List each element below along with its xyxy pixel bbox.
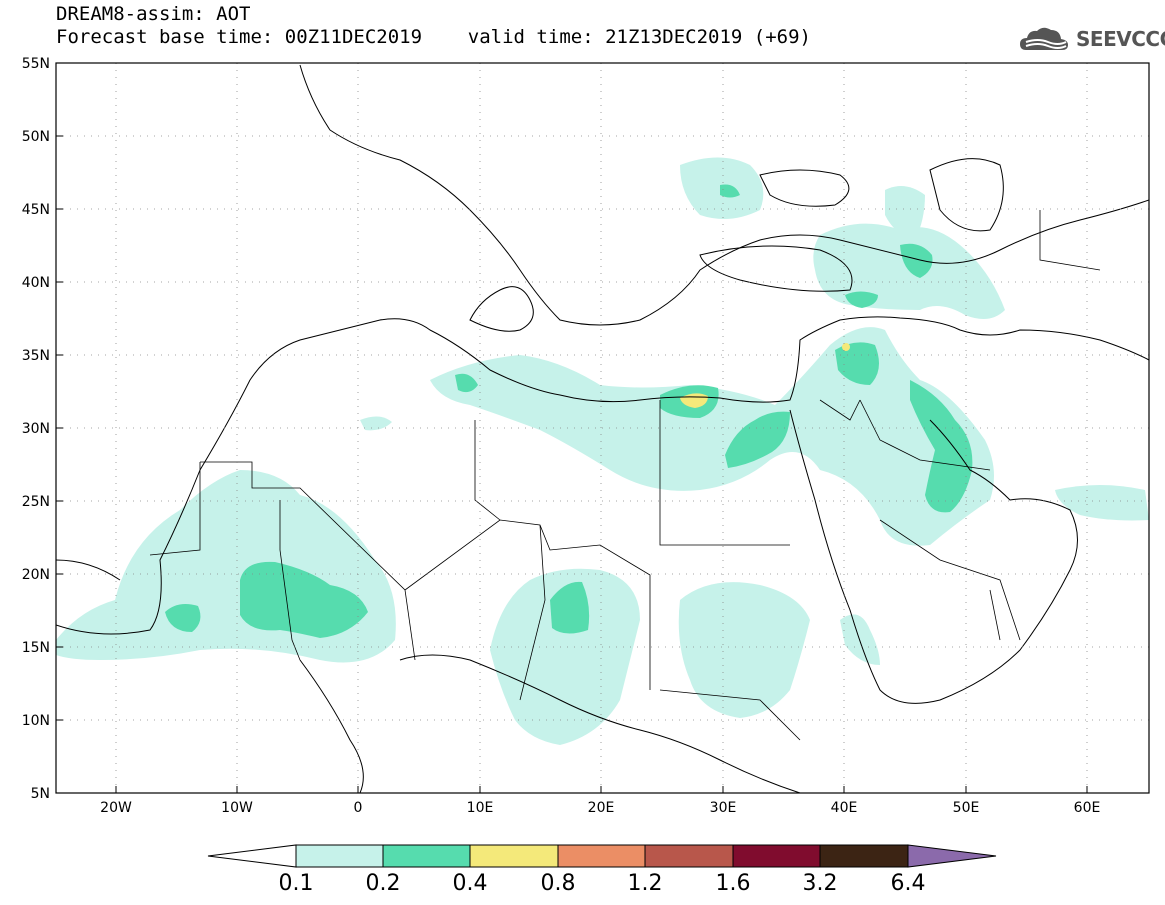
x-tick-label: 40E [831,800,858,816]
legend-swatch [557,844,646,868]
y-tick-label: 10N [22,713,50,729]
y-tick-label: 25N [22,494,50,510]
legend-label: 3.2 [802,871,838,896]
cloud-logo-icon [1020,27,1068,50]
legend-swatch [732,844,821,868]
aot-level-0-2 [165,184,973,638]
legend-label: 6.4 [890,871,926,896]
map-grid [56,63,1149,793]
aot-level-0-1 [56,157,1149,745]
legend-swatch [469,844,559,868]
x-tick-label: 30E [710,800,737,816]
y-tick-label: 45N [22,202,50,218]
y-tick-label: 20N [22,567,50,583]
x-tick-label: 0 [354,800,363,816]
map-subtitle: Forecast base time: 00Z11DEC2019 valid t… [56,26,811,48]
x-tick-label: 20E [588,800,615,816]
y-tick-label: 30N [22,421,50,437]
legend-swatch [819,844,909,868]
x-tick-label: 10W [221,800,253,816]
y-tick-label: 40N [22,275,50,291]
legend-swatch [382,844,471,868]
color-legend [207,844,997,868]
x-tick-label: 10E [467,800,494,816]
legend-label: 0.1 [278,871,314,896]
y-tick-label: 5N [31,786,50,802]
x-tick-label: 20W [100,800,132,816]
logo-text: SEEVCCC [1076,27,1165,51]
legend-label: 0.2 [365,871,401,896]
legend-high-arrow [907,844,997,868]
y-tick-label: 15N [22,640,50,656]
map-title: DREAM8-assim: AOT [56,3,251,25]
x-tick-label: 50E [953,800,980,816]
x-tick-label: 60E [1074,800,1101,816]
legend-label: 1.6 [715,871,751,896]
country-borders [149,210,1101,741]
legend-swatch [644,844,734,868]
legend-label: 1.2 [627,871,663,896]
y-tick-label: 55N [22,56,50,72]
legend-swatch [295,844,384,868]
y-tick-label: 35N [22,348,50,364]
y-tick-label: 50N [22,129,50,145]
legend-low-arrow [207,844,297,868]
legend-label: 0.8 [540,871,576,896]
legend-label: 0.4 [452,871,488,896]
